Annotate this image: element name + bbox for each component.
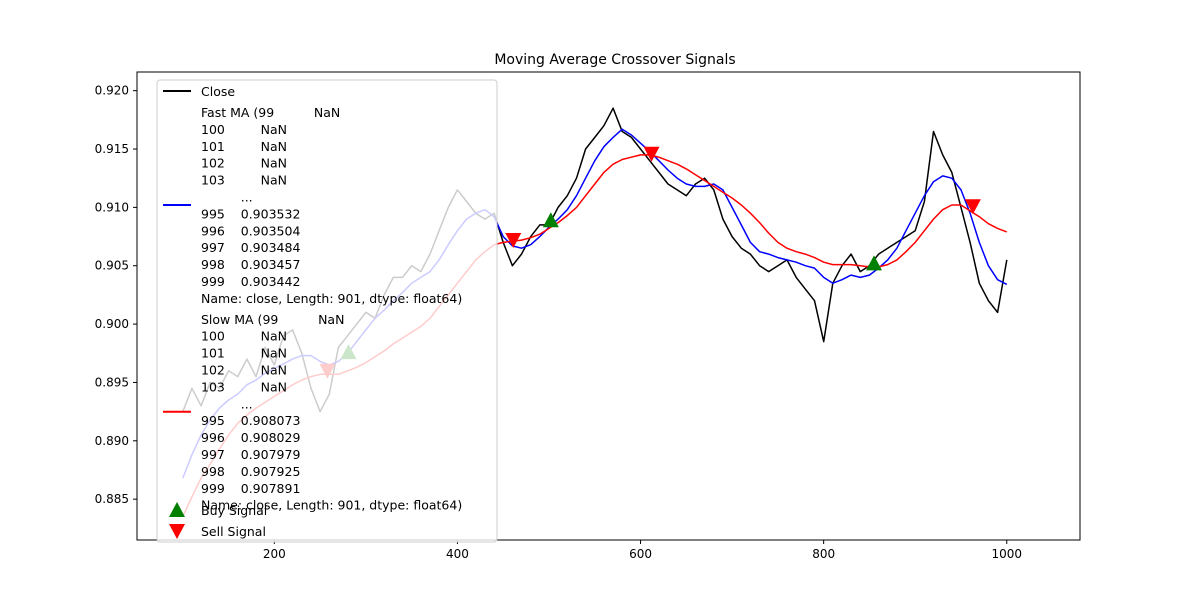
y-tick-label: 0.905 <box>95 259 129 273</box>
y-tick-label: 0.900 <box>95 317 129 331</box>
x-tick-label: 800 <box>812 547 835 561</box>
x-tick-label: 400 <box>446 547 469 561</box>
sell-signal-marker <box>643 146 660 162</box>
y-tick-label: 0.915 <box>95 142 129 156</box>
legend-box <box>156 79 498 543</box>
legend-label-close: Close <box>201 84 235 99</box>
sell-signal-marker <box>964 199 981 215</box>
legend-label-line: 997 0.907979 <box>201 447 300 462</box>
legend-label-line: 102 NaN <box>201 363 287 378</box>
legend-label-line: 998 0.903457 <box>201 257 300 272</box>
legend-label-line: 103 NaN <box>201 379 287 394</box>
legend-label-line: 995 0.908073 <box>201 413 300 428</box>
legend-label-sell: Sell Signal <box>201 524 266 539</box>
sell-signal-marker <box>505 233 522 249</box>
legend-label-line: Slow MA (99 NaN <box>201 312 344 327</box>
legend-label-line: 103 NaN <box>201 173 287 188</box>
x-tick-label: 1000 <box>991 547 1022 561</box>
x-tick-label: 200 <box>263 547 286 561</box>
legend-label-line: Name: close, Length: 901, dtype: float64… <box>201 291 462 306</box>
legend-label-line: Name: close, Length: 901, dtype: float64… <box>201 498 462 513</box>
legend-label-line: 996 0.908029 <box>201 430 300 445</box>
legend-label-line: 999 0.903442 <box>201 274 300 289</box>
legend-label-line: Fast MA (99 NaN <box>201 105 340 120</box>
legend-handle-buy <box>169 502 185 517</box>
y-tick-label: 0.895 <box>95 375 129 389</box>
chart-title: Moving Average Crossover Signals <box>494 52 735 68</box>
legend-label-buy: Buy Signal <box>201 503 267 518</box>
legend-label-line: 101 NaN <box>201 346 287 361</box>
legend: Close Fast MA (99 NaN 100 NaN 101 NaN 102 Na… <box>156 79 498 543</box>
legend-label-line: 100 NaN <box>201 329 287 344</box>
y-tick-label: 0.890 <box>95 434 129 448</box>
y-tick-label: 0.885 <box>95 492 129 506</box>
legend-label-line: 102 NaN <box>201 156 287 171</box>
legend-label-line: 100 NaN <box>201 122 287 137</box>
legend-label-series-2: Slow MA (99 NaN 100 NaN 101 NaN 102 NaN 103 … <box>201 312 462 513</box>
x-tick-label: 600 <box>629 547 652 561</box>
y-tick-label: 0.910 <box>95 200 129 214</box>
buy-signal-marker <box>542 212 559 228</box>
legend-label-line: 995 0.903532 <box>201 206 300 221</box>
buy-signal-marker <box>866 255 883 271</box>
axes-frame <box>136 71 1081 541</box>
legend-handle-sell <box>169 524 185 539</box>
y-tick-label: 0.920 <box>95 84 129 98</box>
legend-label-line: 998 0.907925 <box>201 464 300 479</box>
legend-label-line: 996 0.903504 <box>201 223 300 238</box>
legend-label-line: 997 0.903484 <box>201 240 300 255</box>
legend-label-line: ... <box>201 396 265 411</box>
legend-label-line: ... <box>201 190 265 205</box>
legend-label-series-1: Fast MA (99 NaN 100 NaN 101 NaN 102 NaN 103 … <box>201 105 462 306</box>
legend-label-line: 101 NaN <box>201 139 287 154</box>
legend-label-line: 999 0.907891 <box>201 481 300 496</box>
